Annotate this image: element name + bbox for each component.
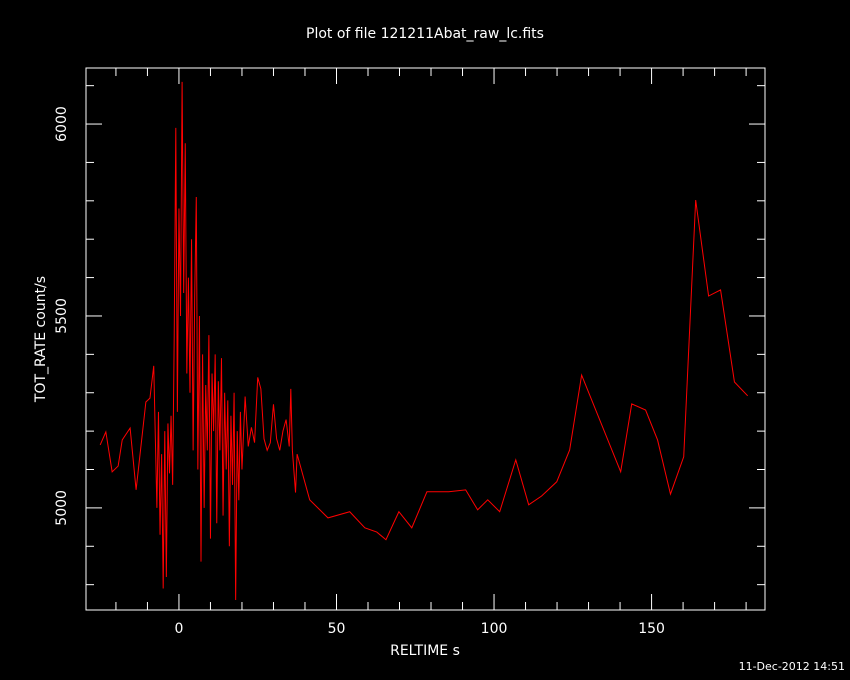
x-tick-label: 150: [638, 621, 665, 637]
x-tick-label: 50: [328, 621, 346, 637]
timestamp: 11-Dec-2012 14:51: [739, 660, 845, 673]
x-axis-label: RELTIME s: [390, 643, 460, 659]
y-tick-label: 6000: [54, 106, 70, 142]
x-tick-label: 0: [174, 621, 183, 637]
y-tick-label: 5000: [54, 490, 70, 526]
x-tick-label: 100: [481, 621, 508, 637]
chart-title: Plot of file 121211Abat_raw_lc.fits: [306, 26, 544, 42]
plot-frame: [85, 67, 766, 611]
y-tick-label: 5500: [54, 298, 70, 334]
data-line: [99, 81, 749, 601]
y-axis-label: TOT_RATE count/s: [33, 276, 49, 403]
